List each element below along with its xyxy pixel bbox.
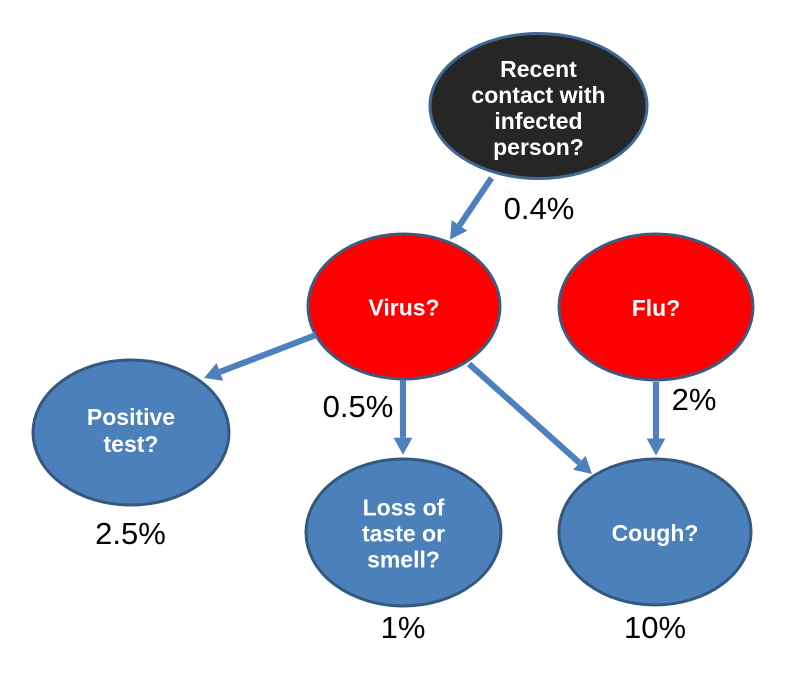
svg-text:taste or: taste or [362, 521, 445, 547]
svg-text:Virus?: Virus? [368, 295, 439, 321]
svg-text:2.5%: 2.5% [95, 516, 166, 551]
svg-text:2%: 2% [672, 382, 717, 417]
svg-text:Recent: Recent [500, 56, 577, 82]
svg-text:smell?: smell? [367, 547, 440, 573]
svg-text:test?: test? [104, 431, 159, 457]
svg-text:infected: infected [494, 108, 582, 134]
svg-text:person?: person? [493, 134, 584, 160]
svg-text:1%: 1% [381, 610, 426, 645]
svg-text:0.4%: 0.4% [504, 191, 575, 226]
svg-text:contact with: contact with [471, 82, 605, 108]
svg-text:Loss of: Loss of [363, 495, 445, 521]
svg-text:0.5%: 0.5% [323, 389, 394, 424]
svg-text:10%: 10% [624, 610, 686, 645]
svg-text:Cough?: Cough? [612, 520, 699, 546]
svg-text:Positive: Positive [87, 404, 175, 430]
svg-text:Flu?: Flu? [632, 295, 681, 321]
